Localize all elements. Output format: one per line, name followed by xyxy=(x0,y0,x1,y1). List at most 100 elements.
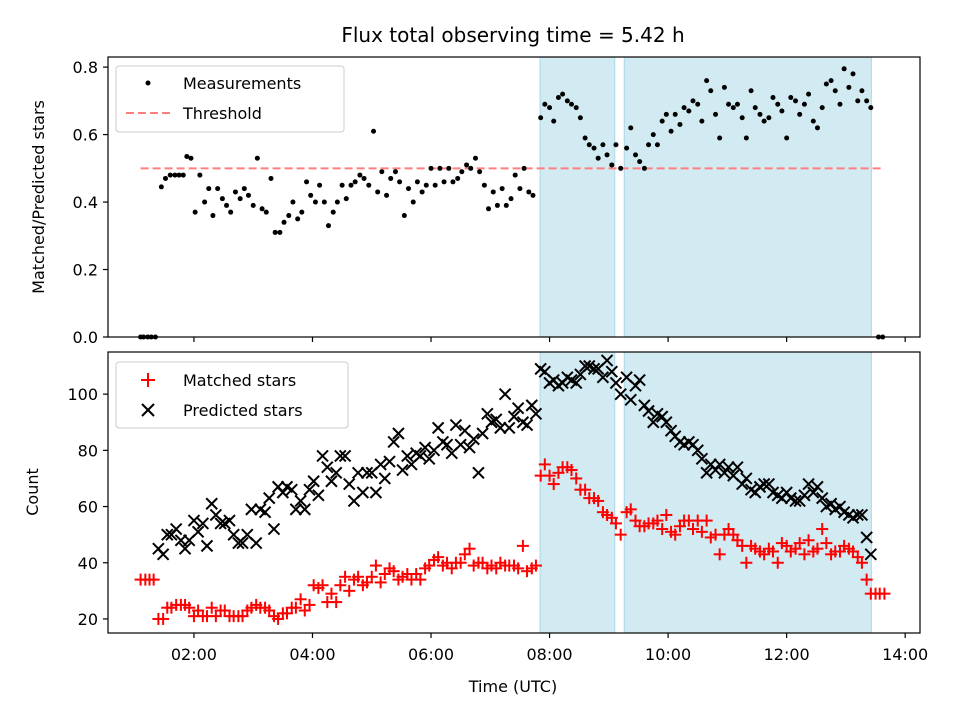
measurement-point xyxy=(604,152,610,158)
predicted-star-point xyxy=(490,413,503,426)
predicted-star-point-b xyxy=(565,373,578,387)
predicted-star-point xyxy=(851,508,864,522)
measurement-point xyxy=(637,159,643,165)
measurement-point xyxy=(668,128,674,134)
bottom-ytick-label: 60 xyxy=(78,498,98,517)
bottom-xtick-label: 04:00 xyxy=(289,645,335,664)
measurement-point xyxy=(832,88,838,94)
measurement-point xyxy=(775,101,781,107)
predicted-star-point xyxy=(298,503,311,516)
predicted-star-point xyxy=(431,421,445,435)
legend-threshold-label: Threshold xyxy=(182,104,262,123)
predicted-star-point xyxy=(378,472,391,485)
predicted-star-point-b xyxy=(503,421,516,435)
matched-star-point xyxy=(316,579,329,592)
predicted-star-point-b xyxy=(351,466,365,480)
matched-star-point xyxy=(570,472,583,485)
predicted-star-point xyxy=(374,458,387,471)
predicted-star-point xyxy=(178,542,192,555)
measurement-point xyxy=(508,196,514,202)
predicted-star-point xyxy=(396,463,409,477)
bottom-ytick-label: 20 xyxy=(78,610,98,629)
predicted-star-point xyxy=(713,458,726,471)
predicted-star-point-b xyxy=(463,441,476,454)
predicted-star-point xyxy=(664,424,678,437)
predicted-star-point-b xyxy=(837,505,851,519)
measurement-point xyxy=(730,105,736,111)
matched-star-point xyxy=(432,551,445,564)
predicted-star-point-b xyxy=(600,354,614,367)
predicted-star-point-b xyxy=(303,483,316,496)
measurement-point xyxy=(277,229,283,235)
matched-star-point xyxy=(609,517,622,530)
predicted-star-point-b xyxy=(418,441,432,454)
predicted-star-point-b xyxy=(655,410,669,423)
measurement-point xyxy=(162,175,168,181)
predicted-star-point xyxy=(156,548,170,561)
predicted-star-point-b xyxy=(369,486,383,499)
measurement-point xyxy=(837,101,843,107)
measurement-point xyxy=(654,142,660,148)
measurement-point xyxy=(686,108,692,114)
measurement-point xyxy=(806,91,812,97)
predicted-star-point xyxy=(472,466,485,480)
measurement-point xyxy=(595,155,601,161)
measurement-point xyxy=(542,101,548,107)
measurement-point xyxy=(739,115,745,121)
predicted-star-point xyxy=(722,461,735,474)
predicted-star-point xyxy=(498,387,512,401)
predicted-star-point xyxy=(245,503,258,516)
measurement-point xyxy=(823,81,829,87)
measurement-point xyxy=(538,115,544,121)
predicted-star-point-b xyxy=(766,486,780,499)
matched-star-point xyxy=(512,562,525,575)
predicted-star-point xyxy=(249,536,263,550)
predicted-star-point-b xyxy=(387,435,400,449)
measurement-point xyxy=(317,182,323,188)
predicted-star-point-b xyxy=(316,449,329,463)
measurement-point xyxy=(699,118,705,124)
matched-star-point xyxy=(695,525,708,538)
panel-bottom: 20 40 60 80 100 02:00 04:00 06:00 08:00 10:00 12:0… xyxy=(23,351,928,696)
matched-star-point xyxy=(820,537,833,550)
measurement-point xyxy=(441,179,447,185)
predicted-star-point-b xyxy=(511,401,525,415)
measurement-point xyxy=(721,84,727,90)
predicted-star-point xyxy=(529,407,543,421)
measurement-point xyxy=(486,206,492,212)
measurement-point xyxy=(366,182,372,188)
matched-star-point xyxy=(816,523,829,536)
legend-measurements-label: Measurements xyxy=(183,74,301,93)
predicted-star-point xyxy=(343,477,356,491)
predicted-star-point xyxy=(824,497,838,510)
predicted-star-point xyxy=(731,461,744,474)
predicted-star-point-b xyxy=(507,410,521,423)
bottom-xtick-label: 06:00 xyxy=(408,645,454,664)
predicted-star-point-b xyxy=(223,514,236,527)
bottom-ytick-label: 40 xyxy=(78,554,98,573)
measurement-point xyxy=(286,213,292,219)
measurement-point xyxy=(254,155,260,161)
measurement-point xyxy=(228,209,234,215)
measurement-point xyxy=(295,216,301,222)
measurement-point xyxy=(206,186,212,192)
predicted-star-point-b xyxy=(227,528,240,541)
predicted-star-point xyxy=(476,427,489,440)
predicted-star-point xyxy=(312,489,325,502)
bottom-data-layer xyxy=(134,354,891,625)
matched-star-point xyxy=(529,559,542,572)
predicted-star-point xyxy=(161,528,174,541)
bottom-shaded-region-0 xyxy=(539,351,616,634)
predicted-star-point-b xyxy=(490,413,503,426)
matched-star-point xyxy=(547,478,560,491)
measurement-point xyxy=(646,142,652,148)
measurement-point xyxy=(423,182,429,188)
matched-star-point xyxy=(700,514,713,527)
bottom-axes-frame xyxy=(107,351,921,634)
predicted-star-point xyxy=(802,477,815,491)
top-ylabel: Matched/Predicted stars xyxy=(29,100,48,294)
measurement-point xyxy=(779,108,785,114)
measurement-point xyxy=(681,105,687,111)
predicted-star-point-b xyxy=(855,508,869,522)
predicted-star-point-b xyxy=(280,480,294,494)
